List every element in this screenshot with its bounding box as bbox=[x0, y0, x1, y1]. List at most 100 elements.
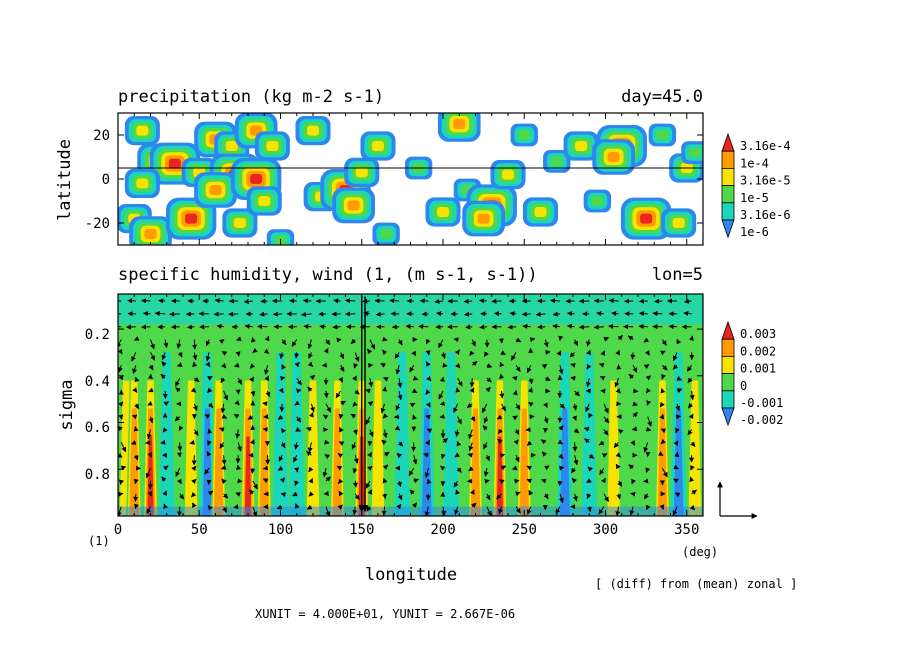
wind-arrow bbox=[294, 361, 300, 368]
wind-arrow bbox=[659, 504, 665, 510]
wind-arrow bbox=[569, 352, 575, 358]
precip-blob bbox=[266, 229, 295, 245]
wind-arrow bbox=[574, 390, 580, 397]
wind-arrow bbox=[627, 335, 634, 341]
wind-arrow bbox=[485, 455, 490, 462]
humidity-plume bbox=[467, 352, 484, 516]
wind-arrow bbox=[661, 339, 667, 346]
wind-arrow bbox=[571, 467, 577, 474]
wind-arrow bbox=[192, 361, 198, 368]
wind-arrow bbox=[482, 425, 488, 431]
bottom-ytick-label-0.4: 0.4 bbox=[85, 374, 110, 390]
wind-arrow bbox=[353, 363, 359, 369]
top-x-ticks bbox=[117, 113, 704, 245]
bottom-xtick-label: 350 bbox=[674, 522, 699, 538]
wind-arrow bbox=[616, 493, 622, 500]
wind-arrow bbox=[485, 386, 491, 393]
bottom-panel-lon-label: lon=5 bbox=[652, 265, 703, 285]
wind-arrow bbox=[615, 349, 621, 356]
wind-arrow bbox=[345, 298, 356, 304]
wind-arrow bbox=[133, 493, 139, 502]
wind-arrow bbox=[332, 324, 341, 330]
wind-arrow bbox=[351, 442, 357, 450]
wind-arrow bbox=[205, 352, 211, 362]
top-ytick-label-0: 0 bbox=[102, 172, 110, 188]
wind-arrow bbox=[163, 401, 169, 407]
bottom-ytick-label-0.2: 0.2 bbox=[85, 327, 110, 343]
wind-arrow bbox=[395, 403, 401, 411]
wind-arrow bbox=[571, 477, 578, 484]
wind-arrow bbox=[586, 339, 591, 347]
wind-arrow bbox=[382, 349, 388, 356]
wind-arrow bbox=[688, 413, 694, 420]
wind-arrow bbox=[426, 478, 432, 485]
x-axis-label: longitude bbox=[365, 565, 457, 585]
precip-blob bbox=[295, 116, 331, 146]
wind-arrow bbox=[603, 337, 610, 342]
precip-contour-level-3 bbox=[307, 125, 319, 136]
precip-blob bbox=[462, 200, 505, 237]
humidity-colorbar-swatch bbox=[721, 338, 735, 357]
precip-colorbar-label: 1e-5 bbox=[740, 191, 769, 205]
wind-arrow bbox=[353, 455, 359, 464]
wind-arrow bbox=[567, 311, 575, 317]
wind-arrow bbox=[654, 298, 663, 304]
wind-arrow bbox=[559, 403, 566, 409]
wind-arrow bbox=[486, 377, 492, 383]
wind-arrow bbox=[543, 416, 549, 424]
wind-arrow bbox=[613, 442, 619, 448]
precip-colorbar-swatch bbox=[721, 219, 735, 239]
precip-contour-level-2 bbox=[518, 130, 531, 140]
wind-arrow bbox=[528, 401, 534, 407]
precip-blob bbox=[372, 222, 400, 245]
wind-arrow bbox=[146, 506, 152, 514]
wind-arrow bbox=[322, 414, 329, 420]
wind-arrow bbox=[250, 468, 256, 474]
wind-arrow bbox=[338, 490, 344, 497]
wind-arrow bbox=[483, 442, 488, 450]
humidity-plume bbox=[443, 352, 460, 516]
wind-arrow bbox=[280, 428, 287, 434]
wind-arrow bbox=[558, 465, 565, 471]
wind-arrow bbox=[673, 440, 679, 447]
wind-arrow bbox=[555, 506, 561, 515]
wind-arrow bbox=[280, 442, 286, 449]
wind-arrow bbox=[338, 426, 344, 433]
wind-arrow bbox=[307, 361, 314, 367]
wind-arrow bbox=[207, 505, 213, 511]
wind-arrow bbox=[397, 378, 403, 388]
wind-arrow bbox=[466, 402, 473, 409]
bottom-y-ticks: 0.2 0.4 0.6 0.8 bbox=[85, 327, 110, 483]
wind-arrow bbox=[457, 377, 463, 387]
wind-arrow bbox=[369, 339, 376, 350]
precip-blob bbox=[543, 150, 571, 173]
wind-arrow bbox=[441, 506, 447, 516]
wind-arrow bbox=[278, 387, 284, 394]
wind-arrow bbox=[439, 401, 446, 406]
wind-arrow bbox=[120, 465, 127, 471]
top-ytick-label-20: 20 bbox=[93, 128, 110, 144]
wind-arrow bbox=[118, 414, 124, 420]
precip-blob bbox=[592, 139, 635, 175]
wind-arrow bbox=[175, 387, 181, 393]
precip-contour-level-5 bbox=[168, 158, 181, 169]
wind-arrow bbox=[382, 413, 389, 419]
wind-arrow bbox=[397, 441, 404, 447]
wind-arrow bbox=[244, 323, 253, 329]
wind-arrow bbox=[394, 425, 401, 431]
wind-arrow bbox=[250, 439, 255, 445]
wind-arrow bbox=[603, 416, 610, 424]
wind-arrow bbox=[572, 415, 577, 421]
precip-blob bbox=[490, 160, 526, 190]
wind-arrow bbox=[496, 493, 502, 500]
wind-arrow bbox=[309, 374, 316, 381]
wind-arrow bbox=[540, 478, 547, 484]
wind-arrow bbox=[557, 439, 564, 445]
wind-arrow bbox=[207, 402, 214, 408]
wind-arrow bbox=[175, 377, 181, 387]
precip-blob bbox=[165, 197, 217, 240]
wind-arrow bbox=[352, 480, 358, 488]
humidity-plume bbox=[199, 352, 216, 516]
wind-arrow bbox=[191, 478, 197, 485]
precip-blob bbox=[510, 123, 538, 147]
